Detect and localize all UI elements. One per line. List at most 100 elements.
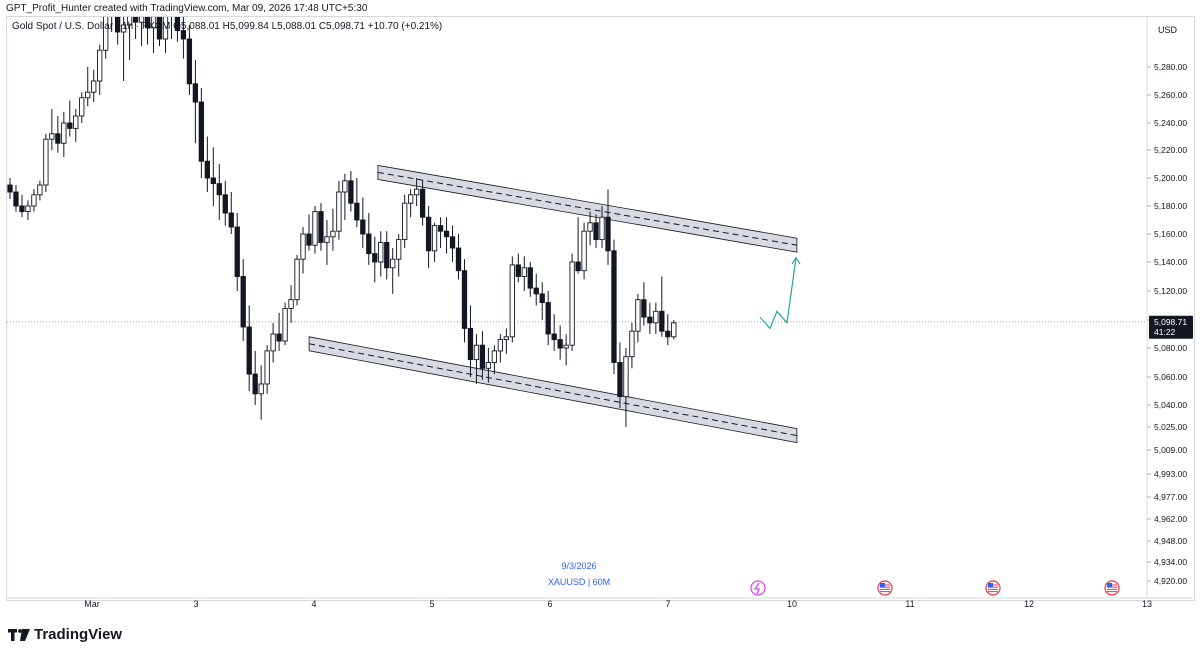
lightning-icon (750, 580, 766, 596)
y-tick-label: 4,948.00 (1154, 536, 1187, 546)
y-tick-label: 4,977.00 (1154, 492, 1187, 502)
channel-lower-band (308, 336, 798, 444)
candle-bearish (144, 17, 151, 29)
candle-bullish (264, 350, 270, 385)
candle-bullish (138, 17, 145, 23)
event-flag-3[interactable] (1104, 580, 1120, 596)
candle-bullish (509, 264, 515, 338)
candle-bullish (587, 222, 593, 232)
x-tick-label: 7 (665, 599, 670, 609)
candle-bearish (593, 222, 599, 241)
y-tick-label: 5,280.00 (1154, 62, 1187, 72)
candle-bearish (641, 299, 647, 318)
candle-bullish (120, 24, 127, 33)
candle-bullish (599, 216, 605, 241)
y-tick-label: 5,009.00 (1154, 445, 1187, 455)
candle-bullish (623, 356, 629, 398)
candle-bullish (288, 299, 294, 309)
candle-bullish (330, 230, 336, 238)
candle-bearish (647, 316, 653, 324)
instrument-label: XAUUSD | 60M (548, 577, 610, 587)
candle-bearish (545, 302, 551, 335)
attribution-text: GPT_Profit_Hunter created with TradingVi… (6, 3, 368, 14)
candle-bearish (132, 17, 139, 23)
projection-path (759, 257, 797, 330)
currency-label: USD (1158, 25, 1178, 35)
y-tick-label: 4,993.00 (1154, 469, 1187, 479)
x-tick-label: 10 (787, 599, 797, 609)
candle-bearish (210, 177, 216, 185)
candle-bearish (198, 101, 205, 162)
candle-bearish (425, 216, 432, 252)
candle-bullish (79, 97, 85, 117)
candle-bearish (575, 261, 581, 272)
candle-bearish (372, 253, 378, 263)
candle-bullish (109, 0, 113, 14)
last-price-tag (1149, 315, 1193, 339)
last-price-value: 5,098.71 (1154, 317, 1187, 327)
candle-bearish (156, 17, 163, 40)
candle-bullish (390, 258, 396, 269)
candle-bearish (13, 191, 19, 207)
candle-bearish (180, 30, 187, 40)
candle-bullish (282, 307, 288, 342)
lightning-bolt (753, 582, 760, 595)
candle-bullish (37, 184, 43, 196)
y-tick-label: 5,025.00 (1154, 422, 1187, 432)
candle-bearish (557, 339, 563, 349)
channel-upper-midline (377, 171, 798, 246)
candle-bearish (533, 287, 539, 295)
candle-bearish (234, 226, 240, 277)
candle-bearish (67, 122, 73, 129)
flag-canton (988, 583, 993, 587)
candle-bullish (150, 17, 157, 29)
candle-bearish (360, 219, 366, 235)
candle-bearish (55, 133, 61, 144)
event-lightning-marker[interactable] (750, 580, 766, 596)
candle-bullish (126, 17, 133, 26)
x-tick-label: 4 (311, 599, 316, 609)
y-tick-label: 4,920.00 (1154, 576, 1187, 586)
flag-canton (880, 583, 885, 587)
candle-bearish (240, 276, 246, 328)
candle-bullish (521, 267, 527, 277)
x-tick-label: 11 (905, 599, 914, 609)
y-tick-label: 5,080.00 (1154, 343, 1187, 353)
candle-bullish (635, 299, 641, 332)
candle-bearish (539, 293, 545, 304)
candle-bearish (114, 17, 121, 33)
projection-arrowhead (791, 256, 801, 265)
candle-bullish (91, 80, 97, 93)
candle-bullish (85, 91, 91, 99)
candle-bullish (258, 383, 264, 395)
candle-bullish (497, 339, 504, 352)
candle-bullish (413, 188, 420, 196)
candle-bullish (103, 17, 109, 51)
chart-frame (6, 16, 1195, 601)
event-flag-2[interactable] (985, 580, 1001, 596)
candle-bearish (443, 230, 450, 238)
candle-bullish (629, 330, 635, 358)
candle-bullish (49, 133, 55, 140)
candle-bearish (276, 333, 282, 342)
candle-bearish (384, 241, 390, 269)
event-flag-1[interactable] (877, 580, 893, 596)
candle-bearish (246, 326, 252, 375)
candle-bearish (366, 233, 372, 255)
candle-bearish (222, 194, 228, 214)
candle-bearish (659, 310, 665, 332)
candle-bullish (396, 239, 402, 260)
candle-bullish (563, 344, 569, 349)
candle-bearish (204, 160, 210, 179)
candle-bullish (162, 17, 169, 40)
candle-bullish (312, 211, 318, 246)
candle-bearish (192, 83, 199, 103)
tradingview-brand[interactable]: TradingView (8, 626, 122, 643)
candle-bullish (270, 333, 276, 352)
candle-bullish (473, 344, 480, 361)
candle-bullish (336, 191, 342, 232)
candle-bullish (342, 180, 348, 193)
candle-bullish (294, 258, 300, 301)
x-tick-label: 5 (429, 599, 434, 609)
